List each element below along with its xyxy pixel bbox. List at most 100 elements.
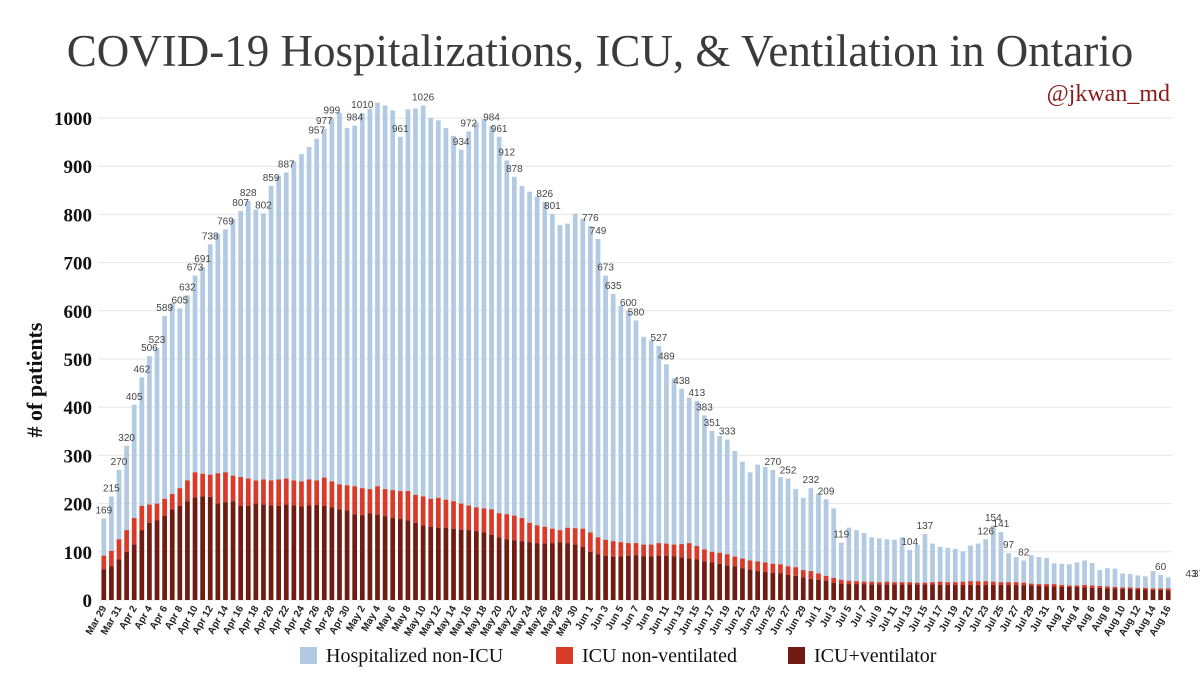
data-label: 462 <box>133 364 150 375</box>
bar-hospitalized-non-icu <box>960 551 966 582</box>
bar-icu-ventilator <box>588 551 593 600</box>
bar-icu-ventilator <box>223 502 228 600</box>
bar-hospitalized-non-icu <box>382 105 388 490</box>
y-tick-label: 800 <box>64 205 93 226</box>
bar-icu-ventilator <box>1051 586 1057 600</box>
bar-icu-non-ventilated <box>869 581 875 585</box>
bar-icu-non-ventilated <box>717 552 722 564</box>
data-label: 413 <box>688 388 705 399</box>
bar-hospitalized-non-icu <box>245 200 251 479</box>
bar-hospitalized-non-icu <box>1143 576 1148 588</box>
bar-icu-ventilator <box>618 556 624 600</box>
bar-icu-ventilator <box>1120 588 1125 600</box>
bar-hospitalized-non-icu <box>907 549 913 583</box>
bar-icu-ventilator <box>215 503 221 600</box>
bar-hospitalized-non-icu <box>504 160 510 515</box>
bar-hospitalized-non-icu <box>397 136 403 492</box>
bar-icu-ventilator <box>344 510 350 600</box>
bar-icu-ventilator <box>147 522 152 600</box>
data-label: 878 <box>506 164 523 175</box>
bar-icu-ventilator <box>299 506 304 600</box>
bar-hospitalized-non-icu <box>154 347 160 504</box>
bar-hospitalized-non-icu <box>1112 568 1118 587</box>
bar-hospitalized-non-icu <box>557 225 563 531</box>
bar-icu-non-ventilated <box>314 480 320 506</box>
bar-icu-non-ventilated <box>496 513 502 538</box>
bar-icu-ventilator <box>914 584 920 600</box>
bar-icu-non-ventilated <box>1165 588 1171 591</box>
bar-icu-ventilator <box>1059 586 1065 600</box>
bar-icu-ventilator <box>633 555 639 600</box>
bar-icu-ventilator <box>816 579 821 600</box>
data-label: 126 <box>977 526 994 537</box>
bar-hospitalized-non-icu <box>177 308 183 489</box>
bar-hospitalized-non-icu <box>930 543 935 583</box>
bar-icu-non-ventilated <box>694 546 700 560</box>
bar-icu-non-ventilated <box>831 577 837 583</box>
bar-icu-non-ventilated <box>1036 584 1042 587</box>
data-label: 137 <box>917 521 934 532</box>
bar-hospitalized-non-icu <box>162 316 167 499</box>
bar-hospitalized-non-icu <box>724 439 730 555</box>
bar-icu-ventilator <box>922 584 928 600</box>
bar-icu-non-ventilated <box>876 582 882 585</box>
bar-icu-ventilator <box>291 505 297 600</box>
bar-hospitalized-non-icu <box>1051 563 1057 585</box>
bar-icu-ventilator <box>124 551 129 600</box>
bar-hospitalized-non-icu <box>1013 557 1019 583</box>
bar-icu-ventilator <box>466 530 472 600</box>
bar-icu-ventilator <box>481 532 487 600</box>
data-label: 169 <box>95 506 112 517</box>
bar-icu-ventilator <box>200 496 205 600</box>
bar-icu-non-ventilated <box>884 581 890 585</box>
bar-icu-ventilator <box>1082 587 1087 600</box>
bar-icu-ventilator <box>116 559 122 600</box>
bar-icu-non-ventilated <box>770 563 776 574</box>
bar-icu-ventilator <box>610 556 616 600</box>
bar-icu-ventilator <box>755 571 761 600</box>
bar-icu-ventilator <box>1127 588 1133 600</box>
bar-icu-ventilator <box>154 520 160 600</box>
bar-icu-ventilator <box>1089 587 1095 600</box>
bar-icu-ventilator <box>276 506 282 600</box>
bar-hospitalized-non-icu <box>314 138 320 481</box>
data-label: 691 <box>194 254 211 265</box>
bar-hospitalized-non-icu <box>329 118 335 482</box>
bar-icu-non-ventilated <box>930 582 935 585</box>
bar-hospitalized-non-icu <box>359 113 365 489</box>
bar-icu-ventilator <box>321 506 327 600</box>
bar-icu-non-ventilated <box>975 581 981 586</box>
bar-icu-ventilator <box>1074 586 1080 600</box>
bar-icu-ventilator <box>907 584 913 600</box>
bar-icu-ventilator <box>1067 586 1072 600</box>
bar-icu-non-ventilated <box>1067 585 1072 587</box>
bar-icu-non-ventilated <box>489 509 494 535</box>
bar-icu-non-ventilated <box>185 480 190 502</box>
data-label: 887 <box>278 159 295 170</box>
legend-swatch-icu <box>556 647 573 664</box>
data-label: 60 <box>1155 562 1167 573</box>
bar-icu-ventilator <box>983 585 989 600</box>
bar-icu-non-ventilated <box>169 493 175 510</box>
bar-icu-ventilator <box>283 504 289 600</box>
bar-hospitalized-non-icu <box>1036 557 1042 585</box>
data-label: 232 <box>803 475 820 486</box>
bar-icu-ventilator <box>641 556 646 600</box>
bar-icu-non-ventilated <box>230 475 236 502</box>
bar-icu-ventilator <box>626 555 631 600</box>
bar-icu-ventilator <box>1028 585 1034 600</box>
bar-icu-non-ventilated <box>1097 586 1103 588</box>
bar-icu-non-ventilated <box>968 581 973 586</box>
y-tick-label: 300 <box>64 446 93 467</box>
bar-icu-ventilator <box>793 575 799 600</box>
bar-icu-ventilator <box>1044 586 1049 600</box>
bar-icu-ventilator <box>238 506 244 600</box>
bar-hospitalized-non-icu <box>337 112 342 485</box>
y-tick-label: 100 <box>64 543 93 564</box>
bar-hospitalized-non-icu <box>702 415 707 550</box>
bar-icu-non-ventilated <box>177 488 183 507</box>
data-label: 43 <box>1185 569 1197 580</box>
data-label: 635 <box>605 281 622 292</box>
bar-icu-ventilator <box>542 543 548 600</box>
bar-icu-non-ventilated <box>922 582 928 585</box>
